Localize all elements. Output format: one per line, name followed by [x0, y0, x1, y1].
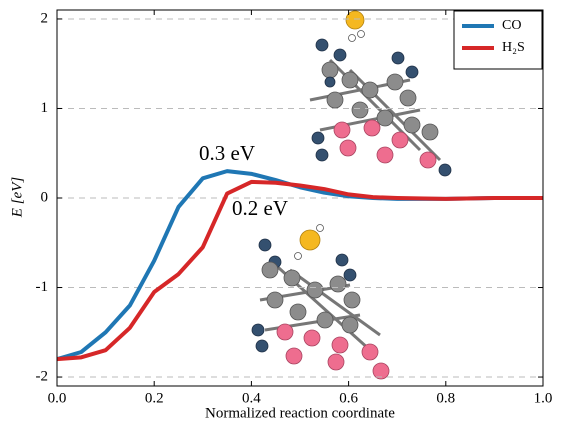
plot-frame [56, 9, 544, 387]
y-tick-label: 2 [41, 10, 49, 26]
annotation: 0.2 eV [232, 196, 288, 220]
molecule-top [309, 10, 452, 177]
x-tick-label: 1.0 [534, 390, 553, 406]
molecule-bottom [251, 224, 390, 380]
legend-box [453, 10, 543, 70]
x-tick-label: 0.6 [339, 390, 358, 406]
y-tick-label: -2 [36, 368, 49, 384]
x-tick-label: 0.0 [48, 390, 67, 406]
y-tick-label: -1 [36, 279, 49, 295]
x-axis-label: Normalized reaction coordinate [205, 405, 395, 421]
y-tick-label: 1 [41, 100, 49, 116]
y-axis-label: E [eV] [9, 177, 25, 219]
y-tick-label: 0 [41, 189, 49, 205]
line-series [56, 179, 543, 362]
legend-label: H₂S [502, 40, 525, 55]
legend-label: CO [502, 18, 521, 33]
x-tick-label: 0.8 [436, 390, 455, 406]
x-tick-label: 0.2 [145, 390, 164, 406]
x-tick-label: 0.4 [242, 390, 261, 406]
annotation: 0.3 eV [199, 141, 255, 165]
